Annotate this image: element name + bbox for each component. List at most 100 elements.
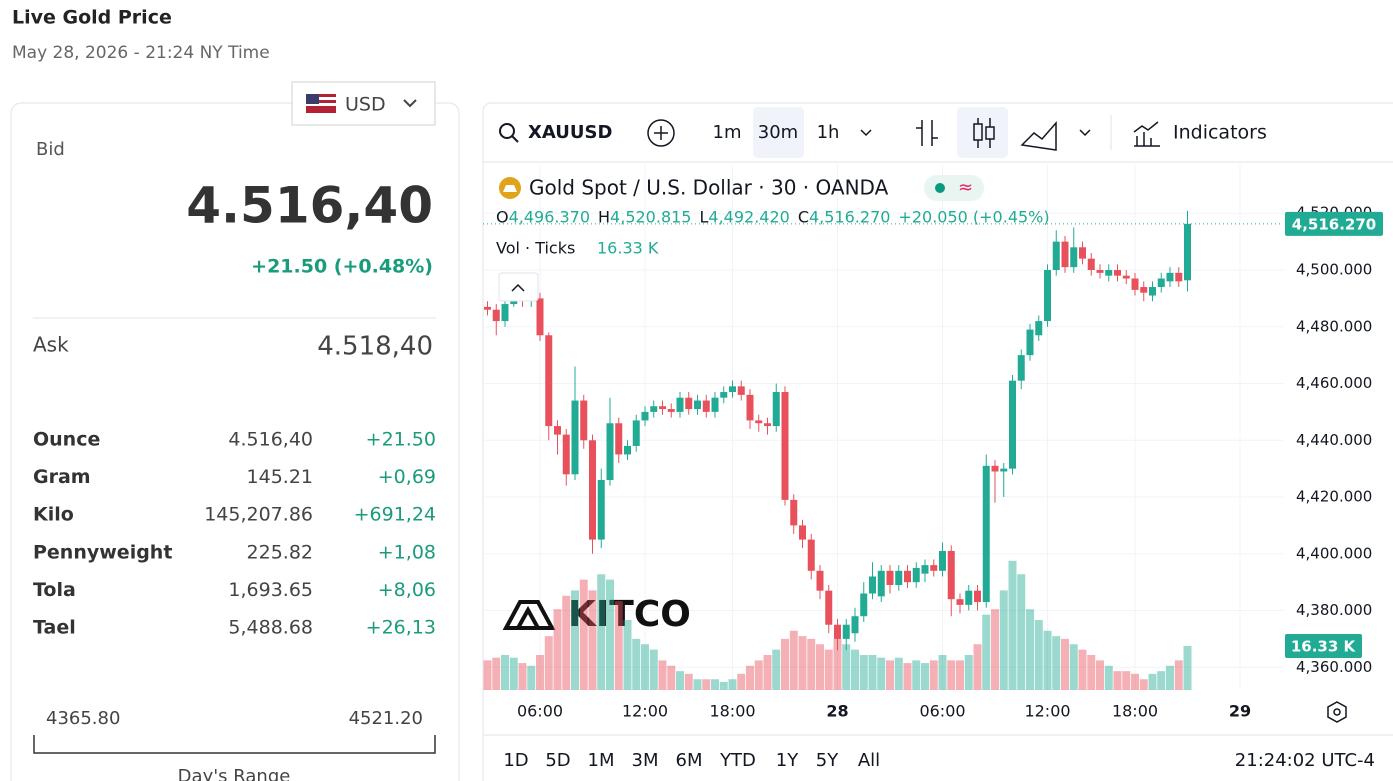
clock: 21:24:02 UTC-4 (1235, 750, 1375, 771)
candle-body (1114, 270, 1121, 276)
volume-bar (597, 574, 606, 690)
candle-body (737, 386, 745, 395)
candle-body (1017, 355, 1025, 381)
ohlc-key: O (496, 208, 509, 227)
candle-body (1061, 241, 1069, 268)
candle-body (711, 397, 719, 412)
add-symbol[interactable] (647, 119, 675, 147)
volume-bar (851, 649, 859, 690)
volume-bar (1087, 655, 1096, 690)
candle-body (912, 567, 920, 583)
bar-style-icon[interactable] (916, 120, 938, 146)
volume-bar (623, 620, 632, 690)
candle-body (606, 423, 614, 480)
candle-body (1131, 278, 1139, 290)
unit-price: 145,207.86 (204, 504, 313, 526)
interval[interactable]: 1h (817, 122, 840, 143)
candle-body (781, 392, 789, 500)
candle-body (895, 570, 903, 585)
ohlc-key: C (798, 208, 809, 227)
volume-bar (1148, 673, 1157, 690)
unit-table: Ounce 4.516,40 +21.50 Gram 145.21 +0,69 Kilo 14… (33, 429, 436, 639)
ohlc-value: 4,492.420 (708, 208, 789, 227)
symbol[interactable]: XAUUSD (528, 122, 612, 143)
search-icon[interactable] (499, 123, 515, 139)
collapse-icon (511, 283, 525, 292)
candle-body (860, 593, 868, 617)
candle-icon[interactable] (973, 123, 983, 141)
candle-body (589, 440, 596, 540)
interval[interactable]: 1m (713, 122, 742, 143)
currency-select[interactable]: USD (291, 81, 436, 126)
volume-bar (483, 660, 492, 690)
candle-body (764, 423, 771, 427)
volume-bar (991, 609, 999, 690)
range-bar (33, 735, 436, 754)
candle-body (816, 570, 824, 591)
candle-body (702, 400, 710, 412)
range-button[interactable]: 1M (588, 750, 615, 771)
ohlc-change: +20.050 (+0.45%) (898, 208, 1049, 227)
range-button[interactable]: 1Y (776, 750, 799, 771)
range-button[interactable]: All (858, 750, 880, 771)
area-icon[interactable] (1020, 121, 1057, 151)
ask-value: 4.518,40 (317, 332, 433, 362)
unit-name: Pennyweight (33, 541, 172, 563)
collapse-button[interactable] (498, 272, 539, 302)
candle-body (1122, 275, 1130, 279)
candle-body (501, 304, 509, 322)
volume-bar (571, 590, 579, 690)
volume-value: 16.33 K (597, 239, 659, 258)
range-button[interactable]: 3M (632, 750, 659, 771)
y-tick-label: 4,440.000 (1296, 431, 1372, 449)
volume-bar (1008, 560, 1017, 690)
range-low: 4365.80 (46, 708, 120, 729)
unit-price: 225.82 (247, 541, 313, 563)
chevron[interactable] (1079, 129, 1091, 137)
volume-bar (684, 673, 693, 690)
volume-bar (579, 579, 588, 690)
candle-body (842, 624, 850, 639)
y-tick-label: 4,380.000 (1296, 601, 1372, 619)
unit-price: 1,693.65 (228, 579, 313, 601)
volume-bar (938, 655, 947, 690)
candle-body (1026, 329, 1034, 356)
currency-label[interactable]: USD (345, 94, 386, 116)
candle-body (659, 406, 666, 410)
candle-body (869, 576, 876, 594)
unit-name: Ounce (33, 429, 100, 451)
range-button[interactable]: 5Y (816, 750, 839, 771)
candle-icon[interactable] (985, 126, 995, 140)
chevron[interactable] (860, 129, 872, 137)
range-button[interactable]: 5D (545, 750, 570, 771)
interval[interactable]: 30m (758, 122, 798, 143)
indicators-icon[interactable] (1133, 121, 1160, 147)
page-subtitle: May 28, 2026 - 21:24 NY Time (12, 43, 270, 63)
settings-icon[interactable] (1327, 701, 1347, 723)
volume-bar (877, 657, 886, 690)
chevron (403, 99, 417, 108)
volume-bar (702, 679, 711, 690)
volume-bar (973, 644, 982, 690)
volume-bar (1174, 660, 1183, 690)
volume-bar (781, 638, 789, 690)
volume-bar (763, 655, 772, 690)
volume-bar (1166, 665, 1174, 690)
volume-bar (1139, 679, 1148, 690)
range-high: 4521.20 (349, 708, 423, 729)
volume-bar (1017, 574, 1026, 690)
candle-body (571, 400, 579, 475)
volume-bar (693, 679, 702, 690)
chart-frame (482, 102, 1393, 781)
range-button[interactable]: 1D (503, 750, 528, 771)
volume-bar (536, 655, 544, 690)
range-button[interactable]: 6M (676, 750, 703, 771)
candle-body (921, 565, 929, 574)
candle-body (755, 420, 763, 424)
range-button[interactable]: YTD (719, 750, 756, 771)
candle-body (772, 392, 780, 427)
candle-body (930, 565, 938, 571)
volume-bar (1078, 649, 1087, 690)
indicators[interactable]: Indicators (1173, 122, 1267, 144)
